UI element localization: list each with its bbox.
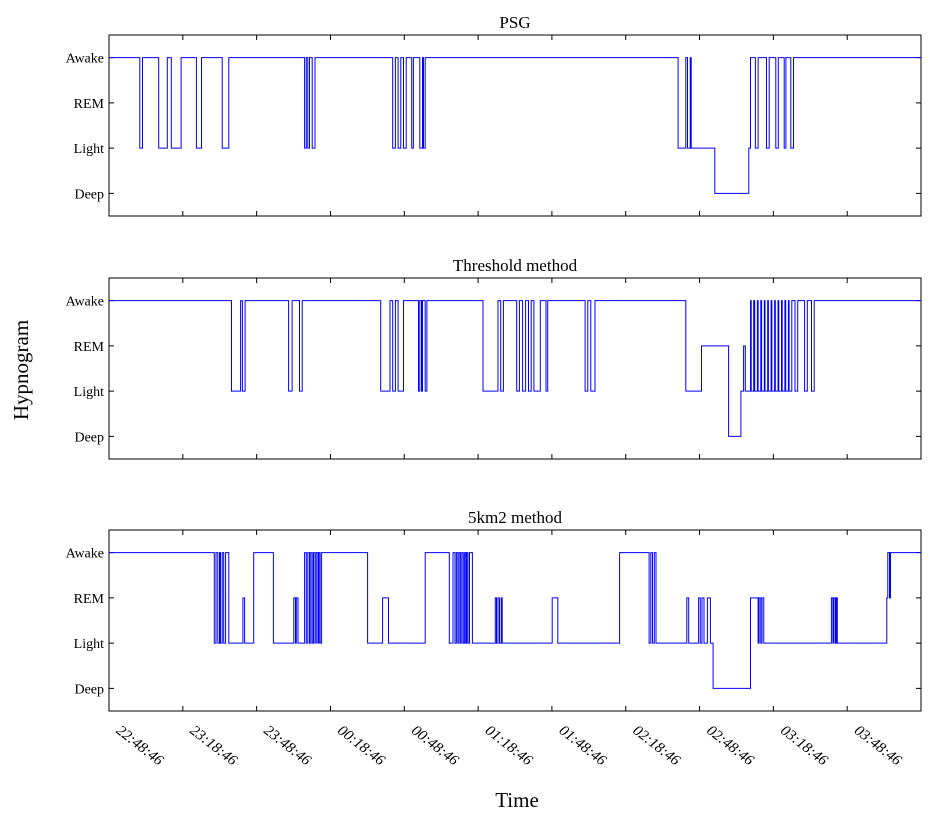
y-tick-label: Deep: [74, 187, 104, 202]
y-tick-label: Light: [74, 142, 104, 157]
chart-panel-5km2: 5km2 method 22:48:46 23:18:46 23:48:46 00:18…: [66, 508, 922, 770]
x-axis-label: Time: [495, 788, 539, 812]
chart-title: Threshold method: [453, 256, 578, 275]
x-tick-label: 01:18:46: [482, 723, 536, 770]
y-tick-label: REM: [74, 592, 105, 607]
hypnogram-line-5km2: [109, 552, 921, 689]
y-tick-label: Light: [74, 637, 104, 652]
axes-frame: [108, 277, 922, 460]
x-tick-label: 22:48:46: [113, 723, 167, 770]
x-tick-label: 02:48:46: [703, 723, 757, 770]
axes-frame: [108, 34, 922, 217]
x-tick-label: 03:18:46: [777, 723, 831, 770]
x-tick-label: 00:18:46: [334, 723, 388, 770]
x-tick-label: 01:48:46: [556, 723, 610, 770]
chart-panel-psg: PSG Deep Light REM Awake: [66, 13, 922, 217]
x-tick-label: 00:48:46: [408, 723, 462, 770]
axes-frame: [108, 529, 922, 712]
x-tick-label: 03:48:46: [851, 723, 905, 770]
y-tick-label: Awake: [66, 52, 104, 67]
y-tick-label: Deep: [74, 430, 104, 445]
y-tick-label: Awake: [66, 295, 104, 310]
y-tick-label: Light: [74, 385, 104, 400]
x-tick-label: 02:18:46: [630, 723, 684, 770]
y-tick-label: Deep: [74, 682, 104, 697]
x-tick-label: 23:48:46: [261, 723, 315, 770]
chart-title: PSG: [499, 13, 530, 32]
y-tick-label: REM: [74, 340, 105, 355]
chart-title: 5km2 method: [468, 508, 562, 527]
hypnogram-line-threshold: [109, 300, 921, 437]
y-tick-label: REM: [74, 97, 105, 112]
y-tick-label: Awake: [66, 547, 104, 562]
hypnogram-line-psg: [109, 57, 921, 194]
chart-panel-threshold: Threshold method Deep Light REM Awake: [66, 256, 922, 460]
x-tick-label: 23:18:46: [187, 723, 241, 770]
y-axis-label: Hypnogram: [9, 320, 33, 420]
